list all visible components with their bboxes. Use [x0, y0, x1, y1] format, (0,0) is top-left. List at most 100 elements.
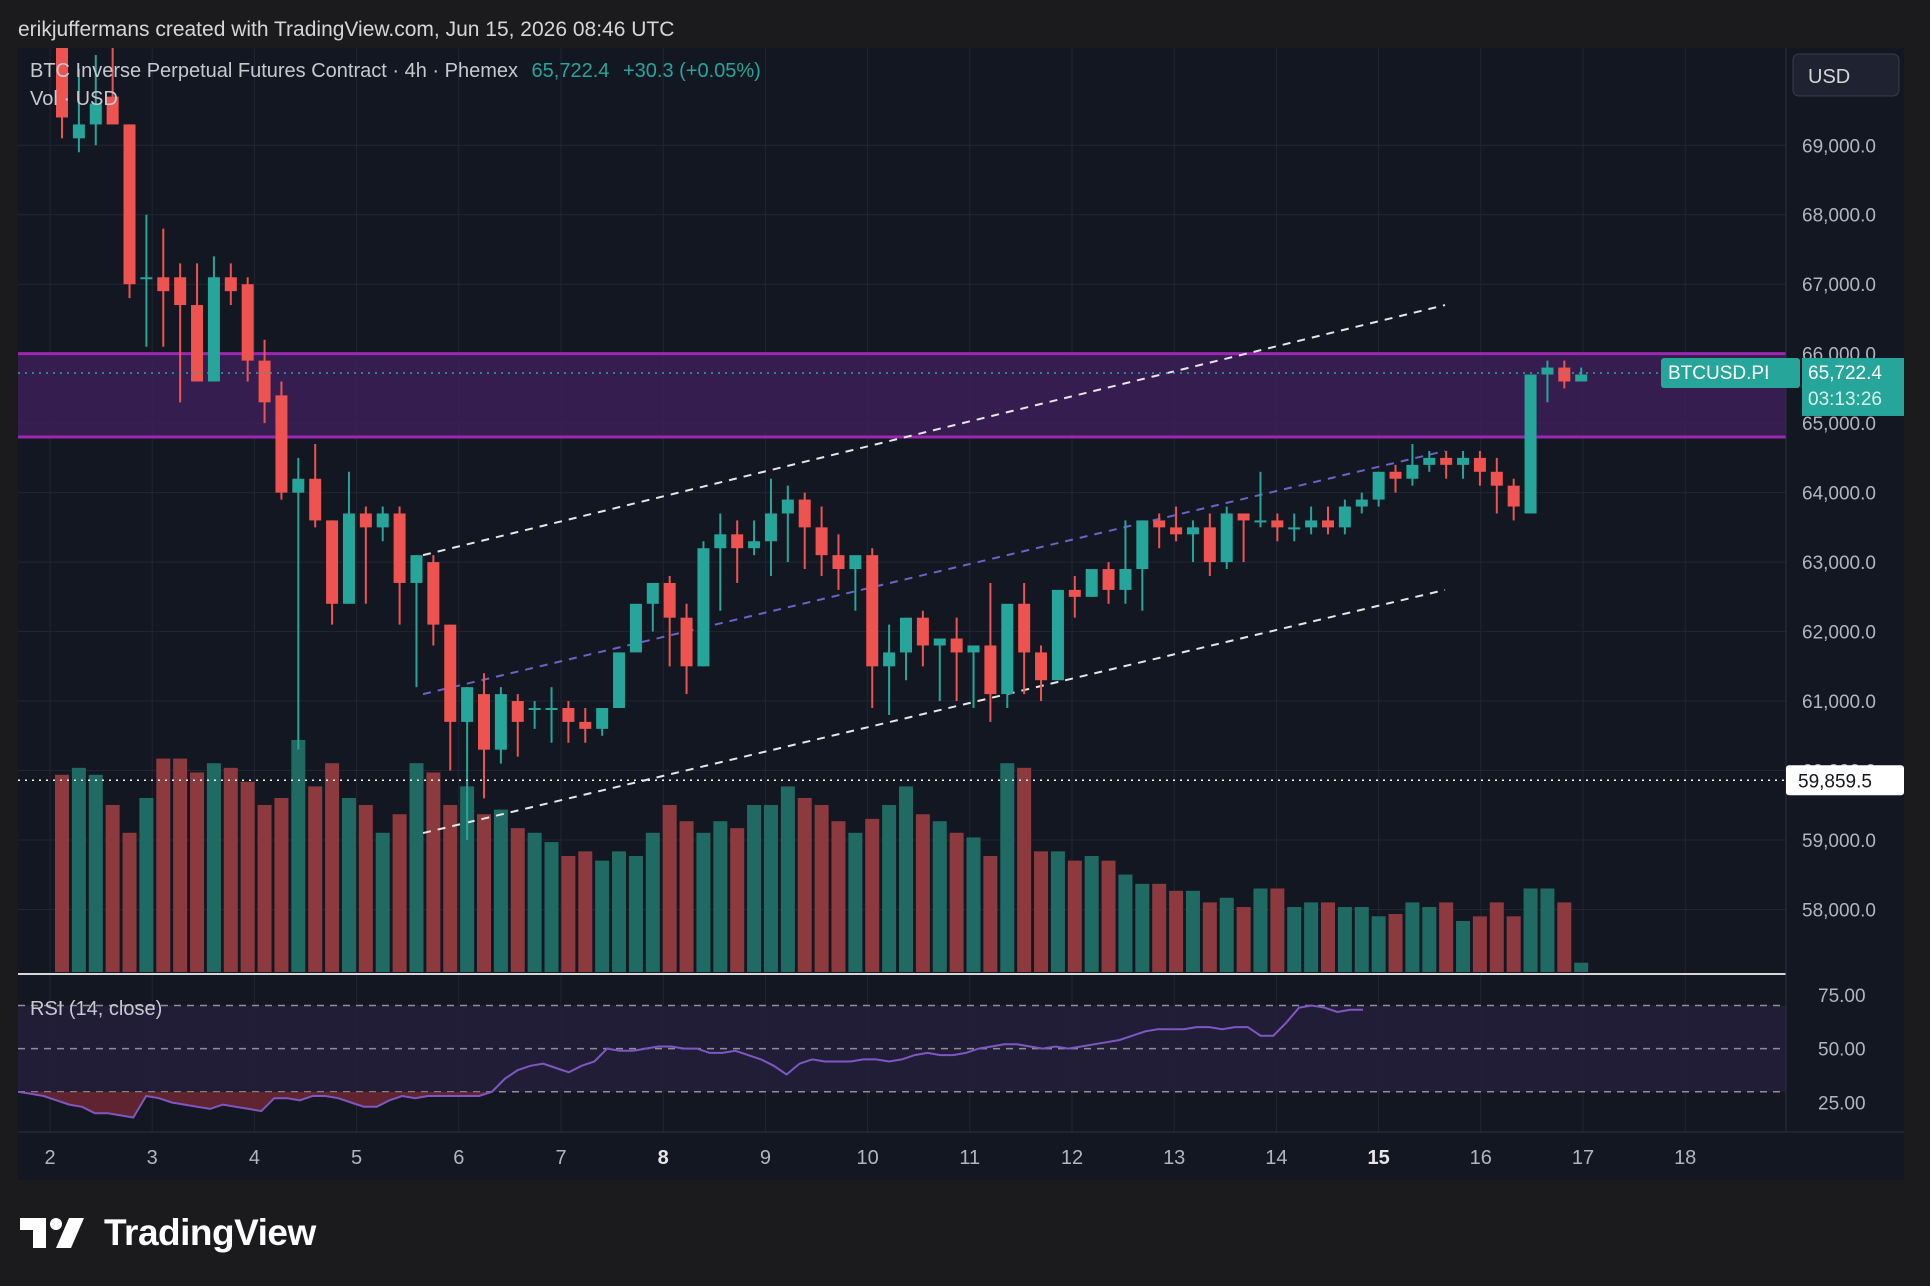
volume-bar: [1405, 902, 1420, 972]
candle-body: [883, 652, 896, 667]
volume-bar: [190, 772, 205, 972]
last-price: 65,722.4: [532, 60, 610, 82]
candle: [849, 555, 862, 611]
resistance-zone: [18, 352, 1786, 439]
candle-body: [596, 708, 609, 729]
candle-body: [1051, 589, 1064, 681]
volume-bar: [966, 837, 981, 972]
volume-bar: [308, 786, 323, 972]
volume-bar: [544, 842, 559, 972]
candle: [832, 534, 845, 590]
candle-body: [748, 541, 761, 549]
volume-bar: [105, 804, 120, 972]
volume-bar: [1489, 902, 1504, 972]
candle-body: [1406, 464, 1419, 479]
volume-bar: [510, 828, 525, 972]
volume-bar: [1050, 851, 1065, 972]
candle-body: [613, 652, 626, 708]
volume-bar: [493, 809, 508, 972]
candle: [1035, 645, 1048, 702]
candle: [1355, 492, 1368, 514]
candle: [933, 638, 946, 702]
footer-logo[interactable]: TradingView: [20, 1212, 316, 1254]
candle: [646, 582, 659, 632]
candle: [1085, 569, 1098, 597]
time-tick-label: 16: [1470, 1147, 1492, 1169]
candle: [123, 124, 136, 299]
candle: [359, 506, 372, 604]
time-axis-bg: [18, 1132, 1904, 1180]
volume-bar: [1067, 860, 1082, 972]
tradingview-logo-icon: [20, 1218, 84, 1248]
volume-bar: [713, 821, 728, 972]
price-chart[interactable]: 69,000.068,000.067,000.066,000.065,000.0…: [18, 48, 1904, 1180]
candle: [1001, 603, 1014, 708]
candle-body: [731, 534, 744, 549]
candle: [1305, 506, 1318, 535]
volume-bar: [1185, 890, 1200, 972]
volume-bar: [747, 804, 762, 972]
candle-body: [1473, 457, 1486, 472]
volume-bar: [949, 832, 964, 972]
rsi-tick-label: 25.00: [1818, 1093, 1866, 1114]
candle-body: [629, 603, 642, 653]
chart-legend: BTC Inverse Perpetual Futures Contract ·…: [30, 60, 761, 110]
candle: [157, 228, 170, 347]
candle-body: [1490, 471, 1503, 486]
rsi-pane[interactable]: [18, 973, 1904, 1119]
candle-body: [444, 624, 457, 722]
candle-body: [1102, 569, 1115, 590]
time-tick-label: 13: [1163, 1147, 1185, 1169]
candle: [545, 687, 558, 743]
candle: [883, 624, 896, 715]
time-tick-label: 8: [658, 1147, 669, 1169]
volume-bar: [1270, 888, 1285, 972]
candle-body: [72, 124, 85, 139]
candle: [1575, 367, 1588, 382]
candle-body: [1001, 603, 1014, 695]
volume-bar: [882, 804, 897, 972]
volume-bar: [1371, 916, 1386, 972]
candle: [900, 617, 912, 681]
chart-attribution: erikjuffermans created with TradingView.…: [18, 18, 675, 41]
candle: [494, 687, 507, 764]
candle-body: [157, 277, 170, 292]
volume-bar: [1236, 907, 1251, 972]
volume-bar: [223, 767, 238, 972]
time-tick-label: 11: [959, 1147, 980, 1169]
time-tick-label: 9: [760, 1147, 771, 1169]
volume-bar: [1253, 888, 1268, 972]
candle: [967, 645, 980, 708]
candle: [427, 555, 440, 646]
candle: [140, 214, 153, 347]
candle-body: [342, 513, 355, 604]
candle-body: [410, 555, 423, 583]
volume-bar: [1321, 902, 1335, 972]
candle: [191, 263, 204, 382]
volume-bar: [156, 758, 171, 972]
candle-body: [123, 124, 136, 285]
time-tick-label: 7: [555, 1147, 566, 1169]
candle: [1440, 450, 1453, 479]
candle-body: [1575, 374, 1588, 382]
channel-middle-line: [422, 449, 1446, 696]
candle: [1507, 478, 1520, 521]
volume-bar: [206, 763, 221, 972]
candle: [1490, 457, 1503, 514]
chart-area[interactable]: 69,000.0 68,000.0 67,000.0 66,000.0 65,000.0…: [18, 48, 1904, 1180]
candle: [1068, 576, 1081, 618]
candle: [1541, 360, 1554, 403]
currency-button-label: USD: [1808, 66, 1850, 88]
price-tick-label: 68,000.0: [1802, 206, 1876, 227]
price-tick-label: 67,000.0: [1802, 275, 1876, 296]
candle-body: [1068, 589, 1081, 597]
candle-body: [207, 277, 220, 382]
candle: [1322, 506, 1334, 535]
candle: [56, 48, 68, 139]
candle: [596, 708, 609, 736]
candle: [1406, 444, 1419, 486]
candle: [731, 520, 744, 583]
candle: [1237, 513, 1250, 563]
currency-button[interactable]: USD: [1792, 53, 1900, 97]
candlesticks[interactable]: [56, 48, 1588, 840]
